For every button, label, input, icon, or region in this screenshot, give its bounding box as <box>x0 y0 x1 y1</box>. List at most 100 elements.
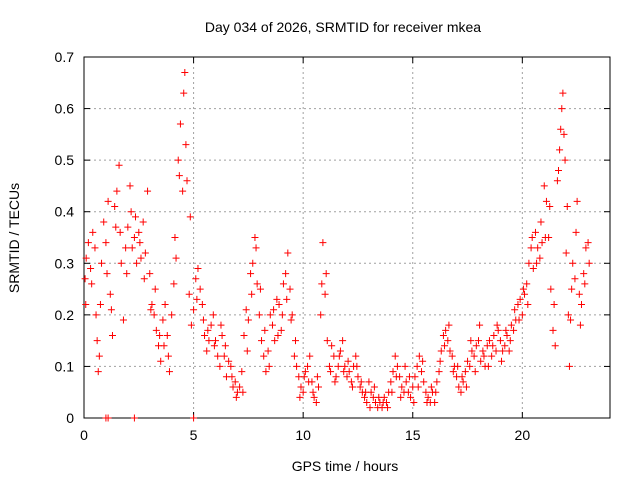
data-point <box>88 280 96 288</box>
data-point <box>439 331 447 339</box>
data-point <box>220 352 228 360</box>
data-point <box>309 388 317 396</box>
data-point <box>335 352 343 360</box>
data-point <box>573 197 581 205</box>
data-point <box>581 280 589 288</box>
data-point <box>196 285 204 293</box>
data-point <box>401 362 409 370</box>
data-point <box>87 264 95 272</box>
data-point <box>100 218 108 226</box>
data-point <box>521 290 529 298</box>
data-point <box>255 311 263 319</box>
data-point <box>580 270 588 278</box>
data-point <box>94 368 102 376</box>
data-point <box>317 311 325 319</box>
gridlines <box>84 57 610 418</box>
data-point <box>533 259 541 267</box>
data-point <box>124 223 132 231</box>
data-point <box>136 239 144 247</box>
data-point <box>546 203 554 211</box>
data-point <box>284 249 292 257</box>
data-point <box>475 337 482 345</box>
data-point <box>313 373 321 381</box>
data-point <box>404 388 412 396</box>
data-point <box>340 368 348 376</box>
data-point <box>527 244 535 252</box>
data-point <box>185 290 193 298</box>
data-point <box>174 156 182 164</box>
data-point <box>564 311 572 319</box>
data-point <box>170 280 178 288</box>
data-point <box>242 306 250 314</box>
data-point <box>558 105 566 113</box>
data-point <box>551 342 559 350</box>
data-point <box>431 399 439 407</box>
data-point <box>578 301 586 309</box>
data-point <box>244 316 252 324</box>
data-point <box>198 301 206 309</box>
data-point <box>163 331 171 339</box>
data-point <box>179 187 187 195</box>
data-point <box>190 414 198 422</box>
data-point <box>389 368 397 376</box>
y-tick-label: 0.6 <box>55 101 75 117</box>
data-point <box>260 352 268 360</box>
data-point <box>199 316 207 324</box>
data-point <box>252 244 260 252</box>
data-points <box>81 68 593 422</box>
data-point <box>461 368 469 376</box>
data-point <box>514 301 522 309</box>
data-point <box>253 280 261 288</box>
data-point <box>480 352 488 360</box>
data-point <box>402 378 410 386</box>
data-point <box>449 368 457 376</box>
data-point <box>321 290 329 298</box>
data-point <box>362 388 370 396</box>
data-point <box>384 404 392 412</box>
data-point <box>236 383 244 391</box>
data-point <box>248 290 256 298</box>
data-point <box>549 326 557 334</box>
data-point <box>569 259 577 267</box>
data-point <box>282 270 290 278</box>
data-point <box>375 393 383 401</box>
data-point <box>205 337 213 345</box>
data-point <box>415 352 423 360</box>
data-point <box>113 187 121 195</box>
data-point <box>515 316 523 324</box>
data-point <box>518 311 526 319</box>
data-point <box>361 393 369 401</box>
data-point <box>536 254 544 262</box>
data-point <box>503 331 511 339</box>
data-point <box>210 342 218 350</box>
data-point <box>194 264 202 272</box>
data-point <box>264 347 272 355</box>
data-point <box>352 352 360 360</box>
data-point <box>534 244 542 252</box>
data-point <box>468 347 476 355</box>
data-point <box>472 342 480 350</box>
data-point <box>325 362 333 370</box>
data-point <box>496 337 504 345</box>
data-point <box>256 285 264 293</box>
data-point <box>550 301 558 309</box>
data-point <box>212 337 219 345</box>
data-point <box>505 347 513 355</box>
data-point <box>288 311 296 319</box>
y-tick-label: 0.4 <box>55 204 75 220</box>
data-point <box>108 331 116 339</box>
data-point <box>98 259 106 267</box>
data-point <box>556 146 564 154</box>
data-point <box>444 337 452 345</box>
data-point <box>485 337 493 345</box>
data-point <box>187 321 195 329</box>
data-point <box>467 337 475 345</box>
data-point <box>494 326 502 334</box>
data-point <box>410 399 418 407</box>
data-point <box>387 378 395 386</box>
data-point <box>584 239 592 247</box>
data-point <box>433 378 441 386</box>
data-point <box>160 342 168 350</box>
data-point <box>457 388 465 396</box>
